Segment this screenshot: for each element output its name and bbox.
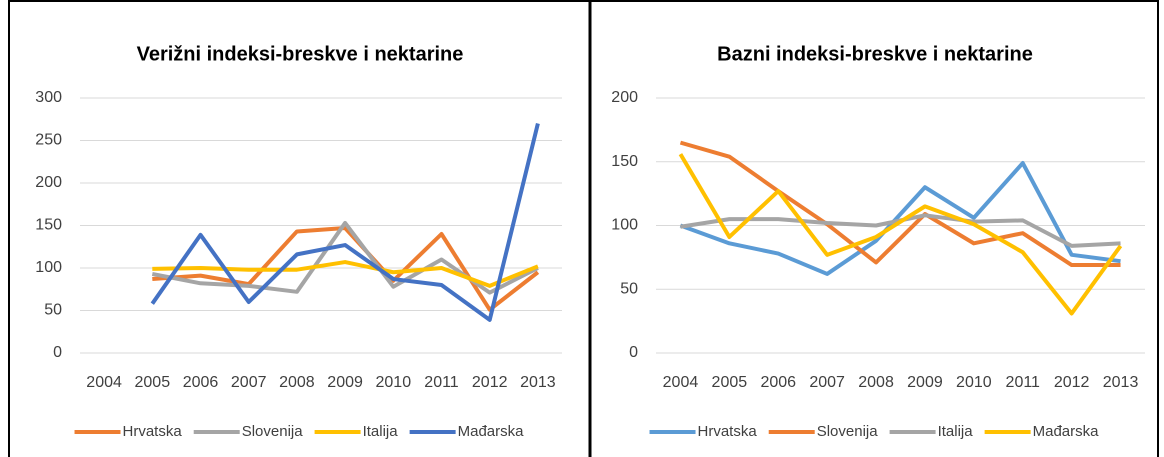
x-tick-label: 2012 <box>1054 374 1090 391</box>
y-tick-label: 50 <box>620 280 638 297</box>
legend-label: Hrvatska <box>698 423 758 440</box>
series-line <box>150 123 540 322</box>
series-line <box>152 260 539 288</box>
legend-label: Slovenija <box>242 423 304 440</box>
legend-label: Hrvatska <box>123 423 183 440</box>
x-tick-label: 2007 <box>231 374 267 391</box>
chart-title: Verižni indeksi-breskve i nektarine <box>137 43 464 65</box>
x-tick-label: 2013 <box>1103 374 1139 391</box>
legend-label: Italija <box>363 423 399 440</box>
x-tick-label: 2010 <box>956 374 992 391</box>
y-tick-label: 0 <box>53 344 62 361</box>
x-tick-label: 2005 <box>712 374 748 391</box>
series-line <box>678 153 1123 316</box>
x-tick-label: 2006 <box>760 374 796 391</box>
x-tick-label: 2013 <box>520 374 556 391</box>
x-tick-label: 2006 <box>183 374 219 391</box>
legend-label: Mađarska <box>458 423 525 440</box>
x-tick-label: 2005 <box>135 374 171 391</box>
y-tick-label: 100 <box>611 217 638 234</box>
x-tick-label: 2012 <box>472 374 508 391</box>
x-tick-label: 2011 <box>1006 374 1041 391</box>
x-tick-label: 2009 <box>907 374 943 391</box>
x-tick-label: 2008 <box>279 374 315 391</box>
y-tick-label: 150 <box>611 153 638 170</box>
y-tick-label: 0 <box>629 344 638 361</box>
y-tick-label: 250 <box>35 132 62 149</box>
legend-label: Italija <box>938 423 974 440</box>
x-tick-label: 2004 <box>663 374 699 391</box>
legend-label: Slovenija <box>817 423 879 440</box>
x-tick-label: 2008 <box>858 374 894 391</box>
chart-title: Bazni indeksi-breskve i nektarine <box>717 43 1033 65</box>
series-line <box>679 140 1121 268</box>
y-tick-label: 200 <box>611 89 638 106</box>
y-tick-label: 150 <box>35 217 62 234</box>
x-tick-label: 2009 <box>327 374 363 391</box>
x-tick-label: 2007 <box>809 374 845 391</box>
legend-label: Mađarska <box>1033 423 1100 440</box>
series-line <box>152 226 540 312</box>
y-tick-label: 200 <box>35 174 62 191</box>
series-line <box>679 161 1121 276</box>
x-tick-label: 2011 <box>424 374 459 391</box>
y-tick-label: 50 <box>44 302 62 319</box>
x-tick-label: 2004 <box>86 374 122 391</box>
y-tick-label: 300 <box>35 89 62 106</box>
x-tick-label: 2010 <box>376 374 412 391</box>
y-tick-label: 100 <box>35 259 62 276</box>
